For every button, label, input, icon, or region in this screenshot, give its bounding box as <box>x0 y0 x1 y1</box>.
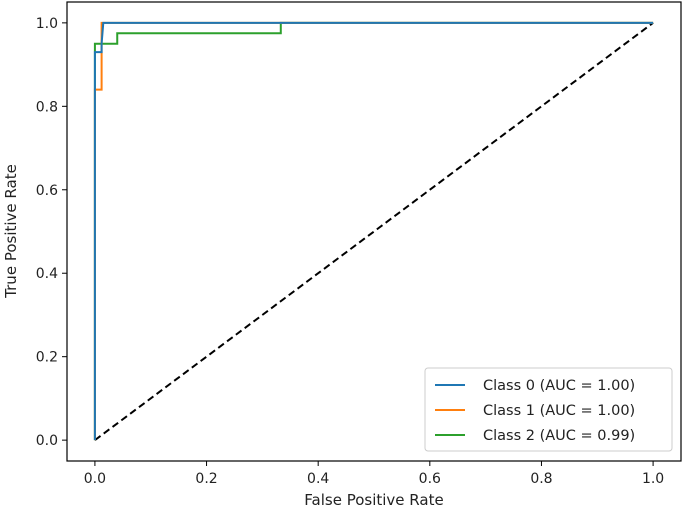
y-tick-label: 0.0 <box>36 433 58 449</box>
x-axis: 0.0 0.2 0.4 0.6 0.8 1.0 <box>84 461 664 487</box>
legend-box <box>424 367 673 452</box>
series-line-class-0 <box>93 21 654 441</box>
legend-label-class-0: Class 0 (AUC = 1.00) <box>483 378 635 394</box>
legend: Class 0 (AUC = 1.00) Class 1 (AUC = 1.00)… <box>424 367 673 452</box>
x-tick-label: 1.0 <box>642 471 664 487</box>
y-tick-label: 0.6 <box>36 183 58 199</box>
x-tick-label: 0.8 <box>530 471 552 487</box>
x-axis-title: False Positive Rate <box>304 491 443 509</box>
x-tick-label: 0.0 <box>84 471 106 487</box>
x-tick-label: 0.2 <box>195 471 217 487</box>
y-axis: 0.0 0.2 0.4 0.6 0.8 1.0 <box>36 16 67 449</box>
y-tick-label: 0.2 <box>36 350 58 366</box>
plot-area <box>93 21 654 441</box>
y-tick-label: 0.4 <box>36 266 58 282</box>
plot-frame <box>66 1 682 462</box>
x-tick-label: 0.4 <box>307 471 329 487</box>
y-tick-label: 0.8 <box>36 99 58 115</box>
legend-label-class-2: Class 2 (AUC = 0.99) <box>483 428 635 444</box>
reference-diagonal-line <box>94 22 654 441</box>
x-tick-label: 0.6 <box>419 471 441 487</box>
legend-label-class-1: Class 1 (AUC = 1.00) <box>483 403 635 419</box>
y-tick-label: 1.0 <box>36 16 58 32</box>
y-axis-title: True Positive Rate <box>2 164 20 299</box>
